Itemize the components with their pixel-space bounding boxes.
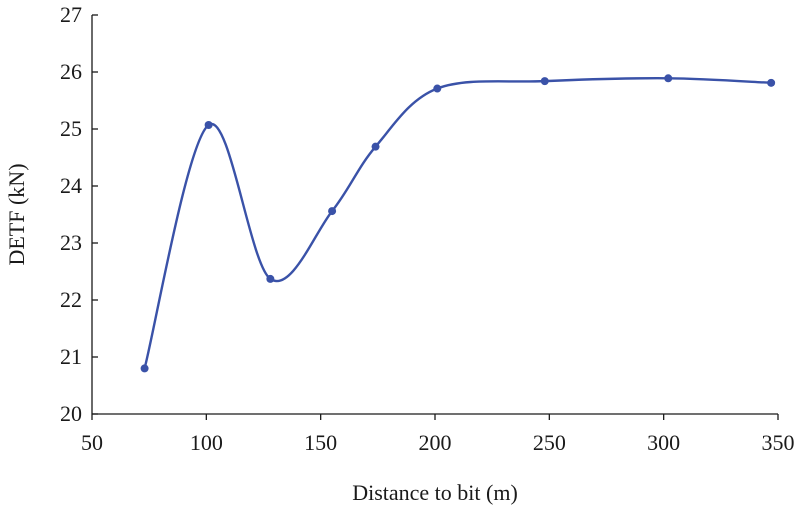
data-point	[540, 77, 549, 86]
x-tick-label: 250	[533, 430, 566, 455]
x-tick-label: 150	[304, 430, 337, 455]
y-tick-label: 25	[60, 116, 82, 141]
x-tick-label: 300	[647, 430, 680, 455]
series-line	[143, 77, 772, 369]
x-tick-label: 50	[81, 430, 103, 455]
y-tick-label: 21	[60, 344, 82, 369]
series-layer	[140, 74, 776, 373]
y-tick-label: 20	[60, 401, 82, 426]
data-point	[433, 84, 442, 93]
y-tick-label: 22	[60, 287, 82, 312]
axes	[91, 15, 778, 415]
y-tick-label: 26	[60, 59, 82, 84]
x-axis-title: Distance to bit (m)	[352, 480, 518, 505]
x-tick-label: 200	[419, 430, 452, 455]
y-axis-title: DETF (kN)	[4, 163, 29, 265]
x-ticks: 50 100 150 200 250 300 350	[81, 414, 795, 455]
data-point	[204, 121, 213, 130]
y-ticks: 20 21 22 23 24 25 26 27	[60, 2, 98, 426]
data-point	[140, 364, 149, 373]
data-point	[371, 142, 380, 151]
data-point	[328, 207, 337, 216]
y-tick-label: 27	[60, 2, 82, 27]
x-tick-label: 350	[762, 430, 795, 455]
data-point	[266, 274, 275, 283]
data-point	[767, 78, 776, 87]
data-point	[664, 74, 673, 83]
y-tick-label: 24	[60, 173, 82, 198]
y-tick-label: 23	[60, 230, 82, 255]
x-tick-label: 100	[190, 430, 223, 455]
